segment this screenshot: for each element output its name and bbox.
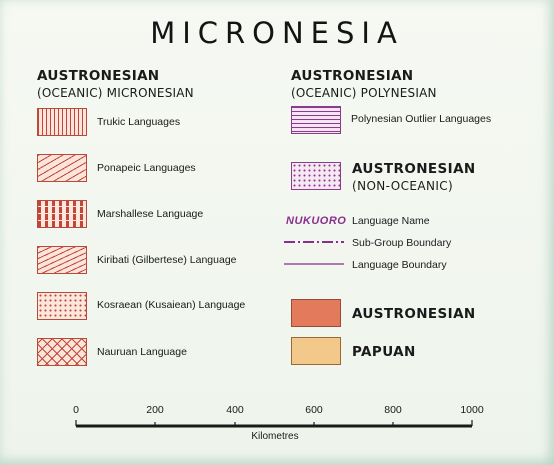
non-oceanic-label: AUSTRONESIAN (NON-OCEANIC) (352, 161, 476, 195)
ponapeic-swatch (37, 154, 87, 182)
micronesian-heading-line1: AUSTRONESIAN (37, 68, 160, 84)
micronesian-group-heading: AUSTRONESIAN (OCEANIC) MICRONESIAN (37, 68, 194, 102)
non-oceanic-line1: AUSTRONESIAN (352, 161, 476, 177)
scale-tick-label: 800 (384, 404, 402, 416)
trukic-swatch (37, 108, 87, 136)
ponapeic-label: Ponapeic Languages (97, 162, 196, 174)
kosraean-label: Kosraean (Kusaiean) Language (97, 299, 246, 311)
language-name-sample: NUKUORO (286, 215, 347, 227)
language-name-label: Language Name (352, 215, 430, 227)
micronesian-heading-line2: (OCEANIC) MICRONESIAN (37, 86, 194, 100)
language-boundary-label: Language Boundary (352, 259, 447, 271)
subgroup-boundary-line (284, 241, 344, 243)
map-title: MICRONESIA (150, 16, 404, 50)
austronesian-solid-swatch (291, 299, 341, 327)
scale-unit-label: Kilometres (251, 431, 299, 442)
kiribati-swatch (37, 246, 87, 274)
polynesian-heading-line1: AUSTRONESIAN (291, 68, 414, 84)
papuan-solid-label: PAPUAN (352, 344, 416, 360)
non-oceanic-line2: (NON-OCEANIC) (352, 179, 454, 193)
papuan-solid-swatch (291, 337, 341, 365)
scale-tick-label: 1000 (460, 404, 484, 416)
subgroup-boundary-label: Sub-Group Boundary (352, 237, 452, 249)
kiribati-label: Kiribati (Gilbertese) Language (97, 254, 237, 266)
marshallese-label: Marshallese Language (97, 208, 204, 220)
polynesian-outlier-swatch (291, 106, 341, 134)
scale-tick-label: 0 (73, 404, 79, 416)
nauruan-label: Nauruan Language (97, 346, 187, 358)
scale-bar-line (75, 420, 473, 428)
scale-tick-label: 600 (305, 404, 323, 416)
polynesian-outlier-label: Polynesian Outlier Languages (351, 113, 492, 125)
austronesian-solid-label: AUSTRONESIAN (352, 306, 476, 322)
scale-tick-label: 400 (226, 404, 244, 416)
marshallese-swatch (37, 200, 87, 228)
scale-tick-label: 200 (146, 404, 164, 416)
language-boundary-line (284, 263, 344, 265)
nauruan-swatch (37, 338, 87, 366)
trukic-label: Trukic Languages (97, 116, 181, 128)
kosraean-swatch (37, 292, 87, 320)
polynesian-group-heading: AUSTRONESIAN (OCEANIC) POLYNESIAN (291, 68, 437, 102)
non-oceanic-swatch (291, 162, 341, 190)
polynesian-heading-line2: (OCEANIC) POLYNESIAN (291, 86, 437, 100)
